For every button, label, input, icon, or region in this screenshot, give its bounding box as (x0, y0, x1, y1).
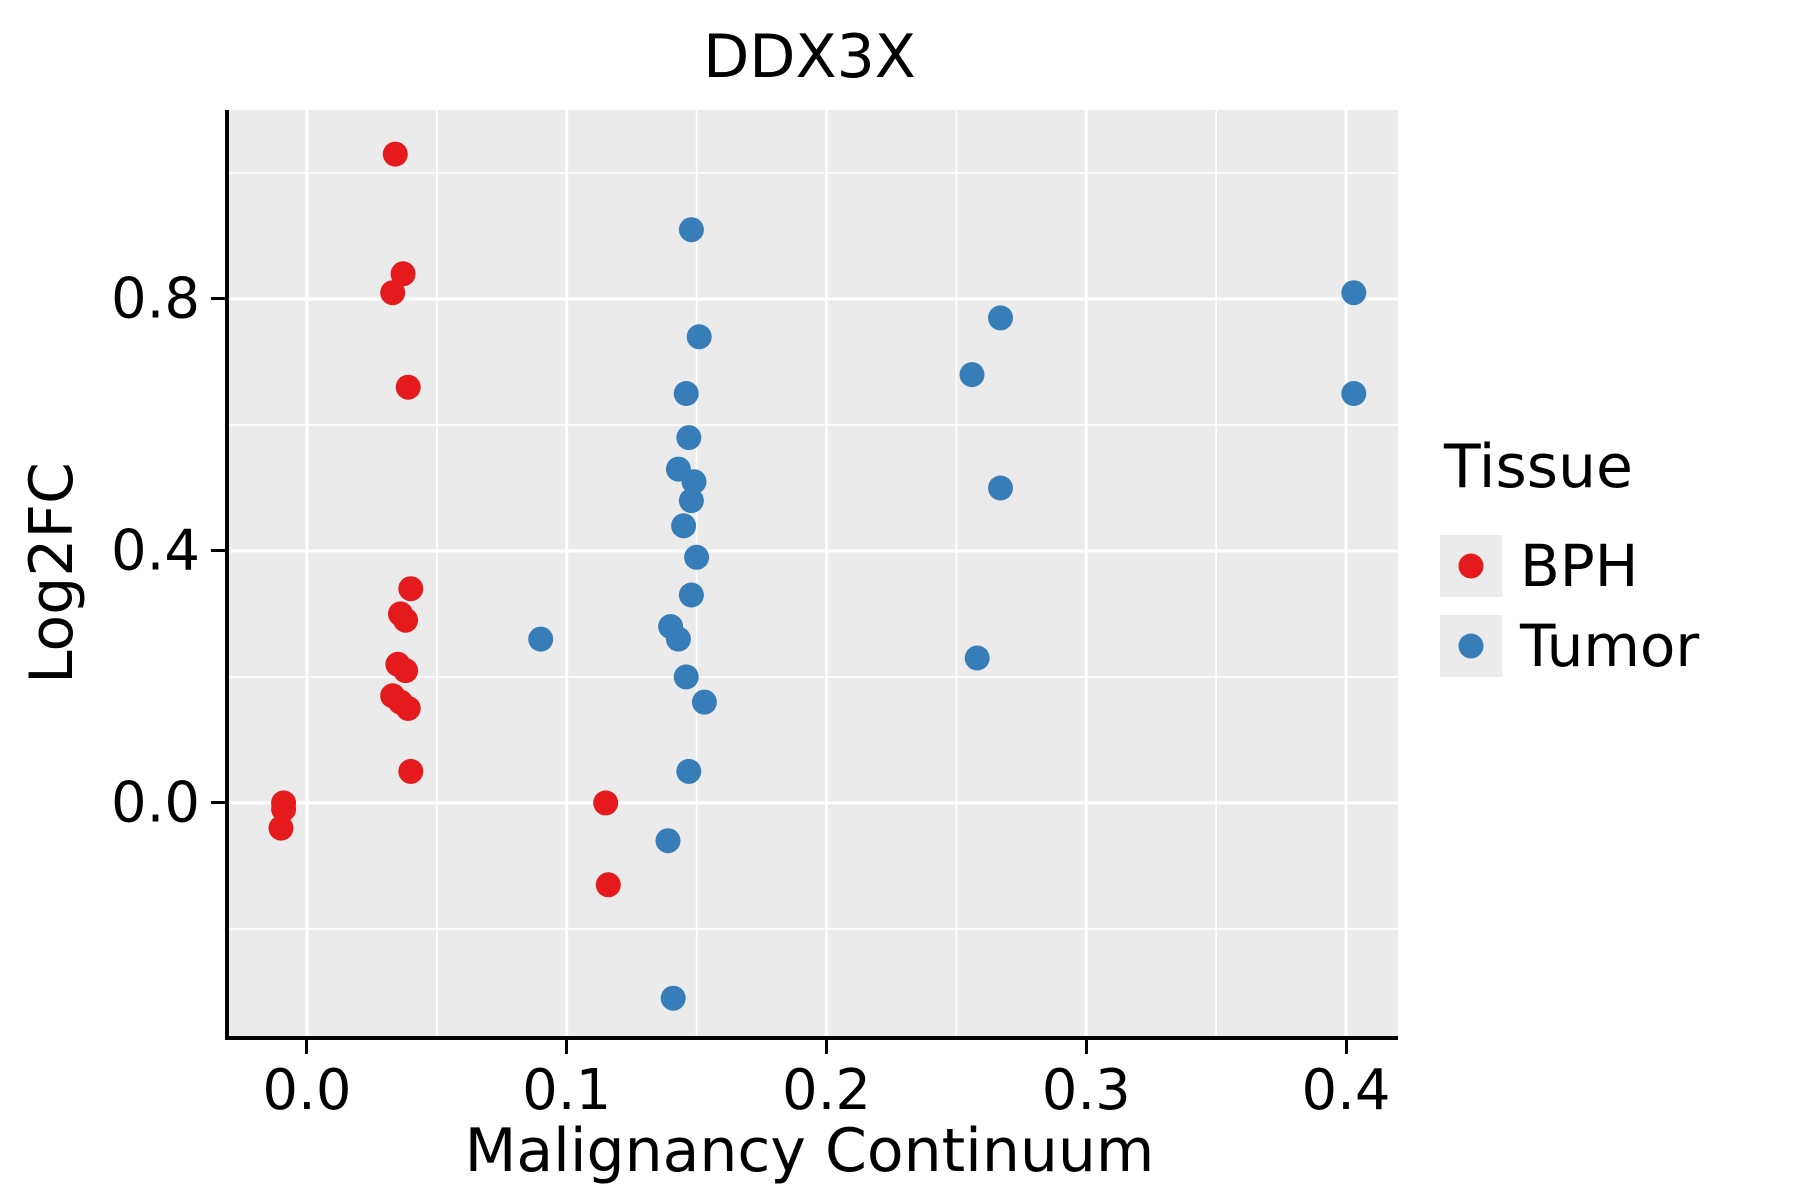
y-tick-mark (211, 297, 225, 301)
data-point-tumor (676, 758, 702, 784)
scatter-points-layer (229, 110, 1398, 1036)
data-point-bph (398, 576, 424, 602)
data-point-bph (390, 261, 416, 287)
x-tick-mark (305, 1040, 309, 1054)
x-tick-label: 0.1 (522, 1058, 612, 1123)
x-tick-mark (565, 1040, 569, 1054)
data-point-tumor (673, 381, 699, 406)
x-tick-label: 0.0 (262, 1058, 352, 1123)
y-tick-mark (211, 549, 225, 553)
data-point-bph (593, 790, 619, 816)
x-tick-label: 0.2 (781, 1058, 872, 1123)
data-point-tumor (988, 475, 1013, 501)
legend-dot-tumor (1458, 633, 1484, 659)
x-tick-mark (824, 1040, 828, 1054)
legend-dot-bph (1458, 553, 1484, 579)
data-point-tumor (988, 305, 1013, 331)
x-tick-mark (1084, 1040, 1088, 1054)
data-point-bph (393, 658, 419, 684)
y-tick-mark (211, 801, 225, 805)
data-point-tumor (528, 626, 554, 652)
legend-title: Tissue (1444, 432, 1633, 502)
data-point-tumor (671, 513, 697, 539)
legend-items: BPH Tumor (1440, 532, 1699, 680)
data-point-tumor (691, 689, 717, 715)
legend-item-label: Tumor (1520, 612, 1700, 680)
data-point-tumor (959, 362, 985, 388)
data-point-tumor (660, 985, 686, 1011)
chart-title: DDX3X (703, 22, 916, 92)
x-axis-label: Malignancy Continuum (464, 1116, 1155, 1186)
y-tick-label: 0.0 (110, 770, 200, 836)
data-point-bph (271, 796, 297, 822)
y-tick-label: 0.8 (110, 266, 200, 332)
data-point-tumor (964, 645, 990, 671)
data-point-tumor (681, 469, 707, 495)
data-point-bph (395, 374, 421, 400)
data-point-bph (398, 758, 424, 784)
x-tick-label: 0.4 (1301, 1058, 1391, 1123)
legend-item-tumor: Tumor (1440, 612, 1699, 680)
data-point-tumor (684, 544, 710, 570)
data-point-tumor (686, 324, 712, 350)
data-point-bph (395, 695, 421, 721)
data-point-bph (595, 872, 621, 898)
data-point-tumor (1341, 381, 1367, 406)
y-tick-label: 0.4 (110, 518, 200, 584)
data-point-tumor (665, 626, 691, 652)
data-point-bph (382, 141, 408, 167)
legend-item-label: BPH (1520, 532, 1639, 600)
data-point-bph (393, 607, 419, 633)
plot-panel (225, 110, 1398, 1040)
legend-item-bph: BPH (1440, 532, 1699, 600)
x-tick-label: 0.3 (1041, 1058, 1131, 1123)
legend-key (1440, 535, 1502, 597)
data-point-tumor (678, 217, 704, 243)
x-tick-mark (1344, 1040, 1348, 1054)
legend-key (1440, 615, 1502, 677)
data-point-tumor (678, 582, 704, 608)
data-point-bph (268, 815, 294, 841)
data-point-tumor (655, 828, 681, 854)
data-point-tumor (673, 664, 699, 690)
data-point-tumor (678, 488, 704, 514)
data-point-tumor (1341, 280, 1367, 306)
data-point-tumor (676, 425, 702, 451)
data-point-bph (380, 280, 406, 306)
legend: Tissue BPH Tumor (1440, 432, 1699, 692)
